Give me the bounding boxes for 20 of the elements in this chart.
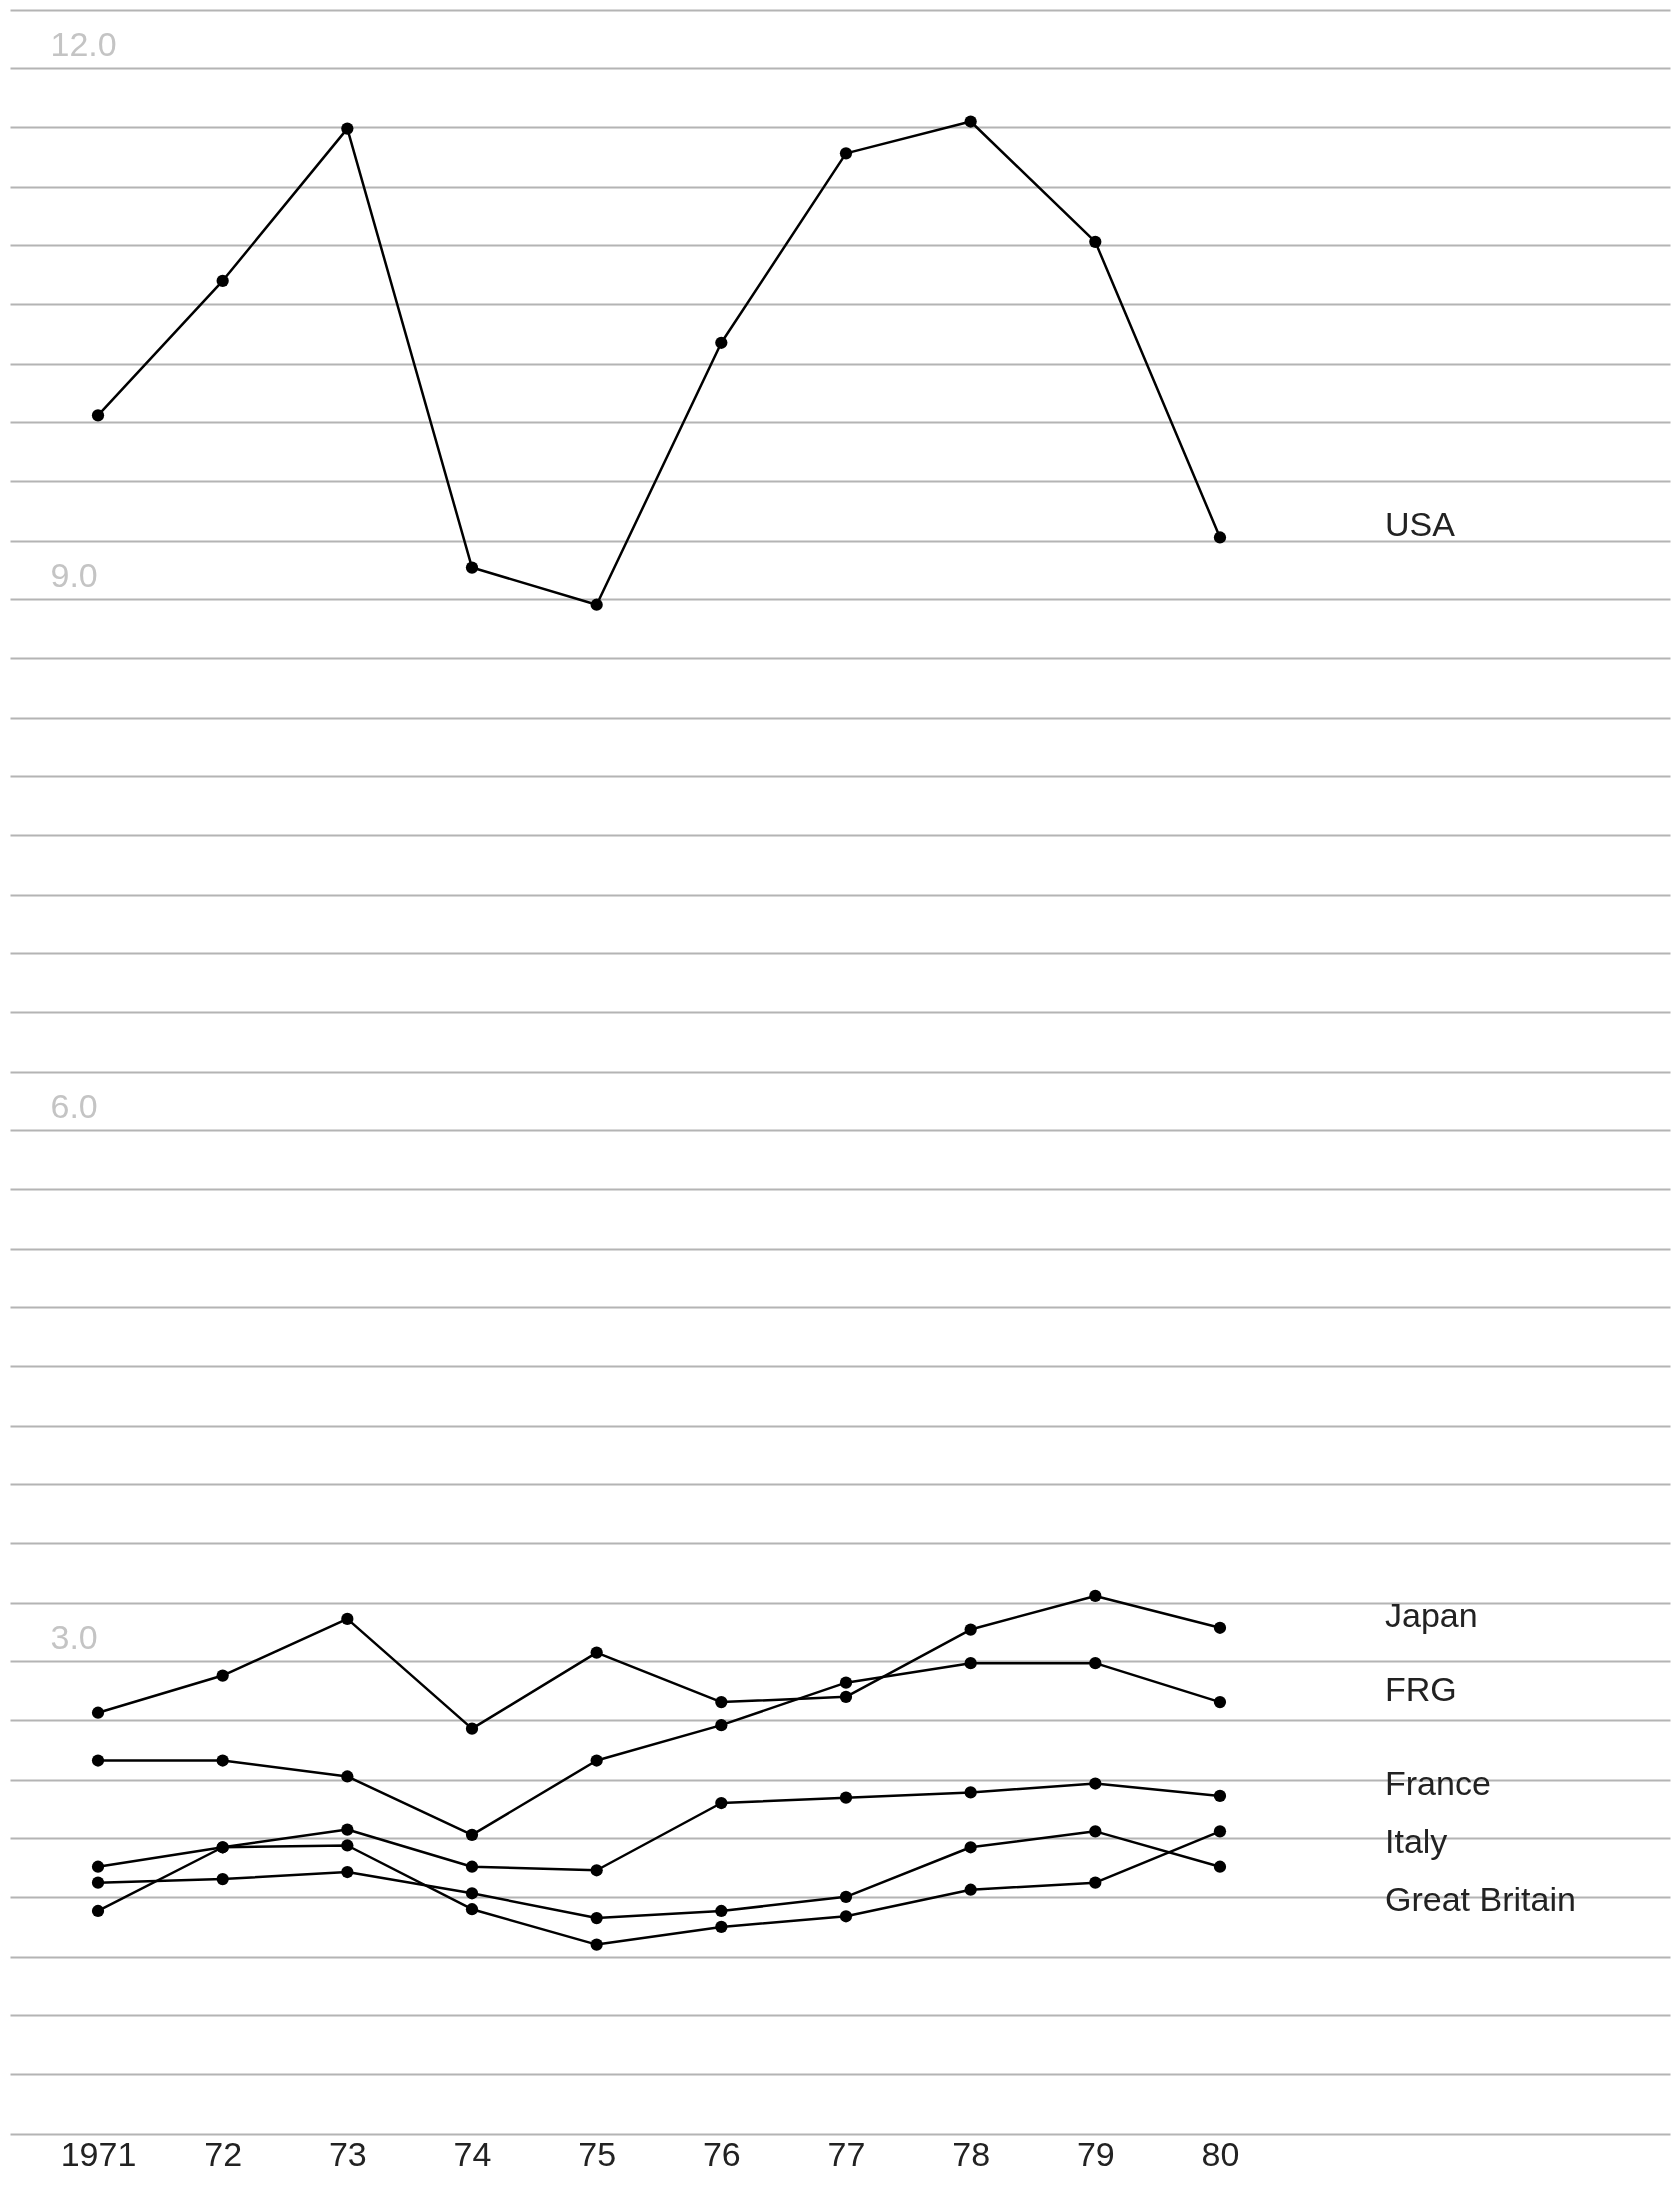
x-tick-label: 73 (328, 2134, 367, 2173)
text: Italy (1385, 1821, 1448, 1860)
text: Great Britain (1385, 1879, 1576, 1918)
text: FRG (1385, 1670, 1457, 1709)
x-tick-label: 77 (827, 2134, 866, 2173)
x-tick-label: 1971 (60, 2134, 137, 2173)
text: France (1385, 1763, 1491, 1802)
y-tick-label: 12.0 (50, 24, 117, 63)
x-tick-label: 78 (952, 2134, 991, 2173)
x-tick-label: 74 (453, 2134, 492, 2173)
x-tick-label: 80 (1201, 2134, 1240, 2173)
y-tick-label: 3.0 (50, 1617, 98, 1656)
text: USA (1385, 505, 1456, 544)
x-tick-label: 75 (578, 2134, 617, 2173)
y-tick-label: 9.0 (50, 555, 98, 594)
x-tick-label: 72 (204, 2134, 243, 2173)
text: Japan (1385, 1595, 1478, 1634)
y-tick-label: 6.0 (50, 1086, 98, 1125)
x-tick-label: 79 (1076, 2134, 1115, 2173)
x-tick-label: 76 (702, 2134, 741, 2173)
